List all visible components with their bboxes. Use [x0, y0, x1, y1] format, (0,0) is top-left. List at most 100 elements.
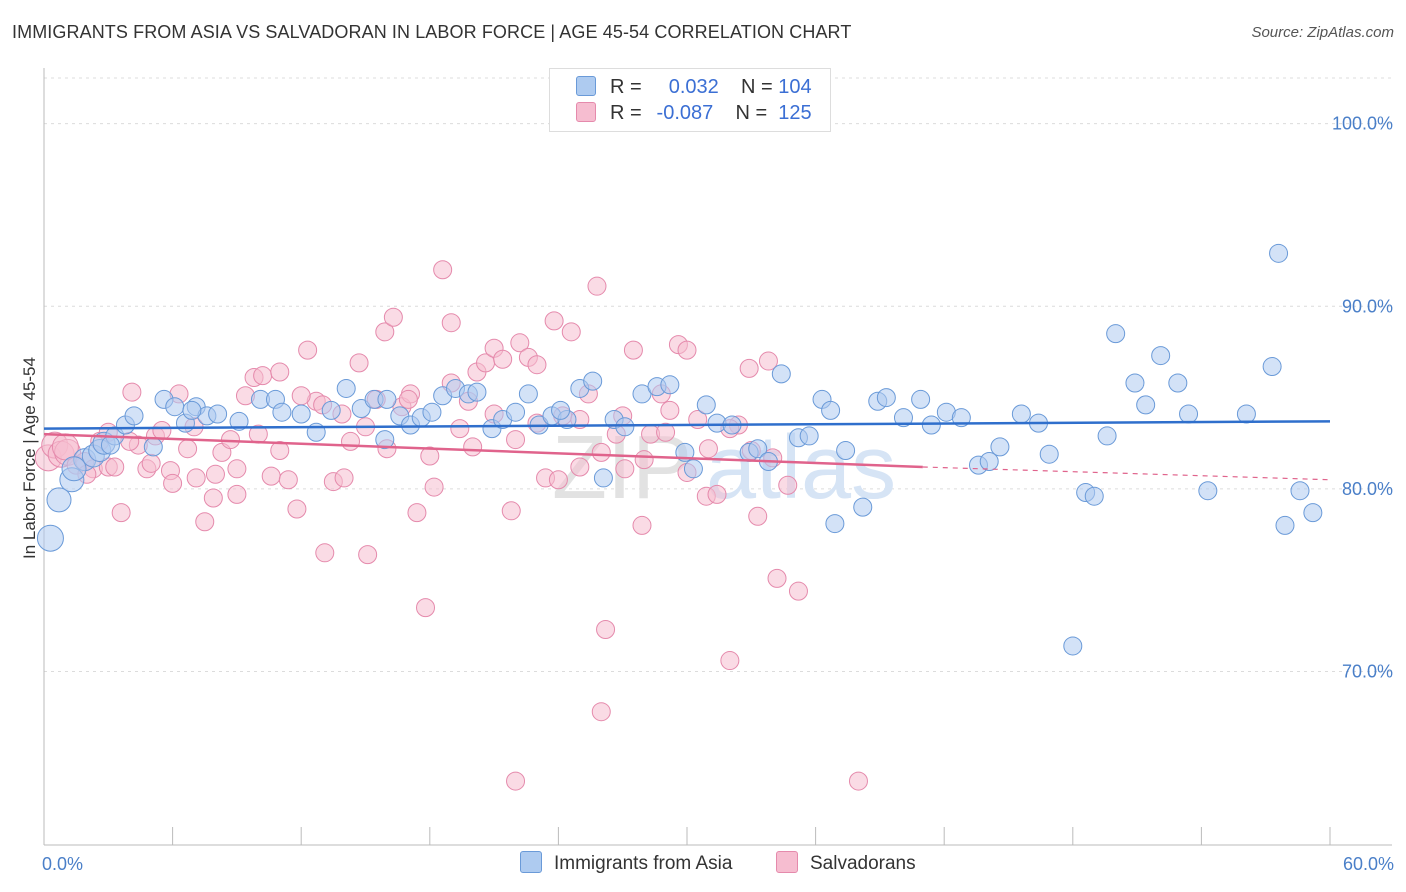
salvadoran-point	[278, 470, 298, 490]
asia-point	[821, 400, 841, 420]
salvadoran-point	[848, 771, 868, 791]
salvadoran-point	[407, 503, 427, 523]
salvadoran-point	[424, 477, 444, 497]
salvadoran-point	[493, 349, 513, 369]
asia-point	[518, 384, 538, 404]
asia-point	[979, 452, 999, 471]
salvadoran-point	[105, 457, 125, 477]
asia-point	[1275, 515, 1295, 535]
salvadoran-point	[398, 389, 418, 409]
salvadoran-point	[122, 382, 142, 402]
salvadoran-point	[205, 464, 225, 484]
salvadoran-point	[152, 420, 172, 440]
legend-r-label-salvadoran: R =	[610, 102, 642, 124]
bottom-legend-swatch-asia	[520, 851, 542, 873]
salvadoran-point	[186, 468, 206, 488]
asia-point	[1179, 404, 1199, 424]
asia-point	[336, 378, 356, 398]
salvadoran-trend-line	[43, 432, 923, 469]
asia-point	[61, 456, 87, 482]
salvadoran-point	[340, 431, 360, 451]
legend-n-label-asia: N =	[741, 76, 773, 98]
asia-point	[100, 435, 120, 455]
asia-point	[683, 459, 703, 479]
asia-point	[748, 439, 768, 459]
salvadoran-point	[358, 545, 378, 565]
y-tick-label-100: 100.0%	[1332, 114, 1393, 134]
salvadoran-point	[111, 503, 131, 523]
salvadoran-point	[544, 311, 564, 331]
asia-point	[422, 402, 442, 422]
legend-row-asia: R = 0.032 N = 104	[576, 76, 812, 100]
bottom-legend-label-asia: Immigrants from Asia	[554, 853, 733, 874]
legend-r-value-asia: 0.032	[668, 76, 719, 98]
asia-point	[1290, 481, 1310, 501]
salvadoran-point	[433, 260, 453, 280]
asia-point	[696, 395, 716, 415]
salvadoran-point	[748, 506, 768, 526]
asia-point	[143, 437, 163, 457]
asia-point	[1262, 357, 1282, 377]
salvadoran-point	[788, 581, 808, 601]
bottom-legend-salvadoran: Salvadorans	[776, 851, 916, 875]
asia-point	[911, 389, 931, 409]
asia-point	[467, 382, 487, 402]
asia-point	[660, 375, 680, 395]
asia-point	[46, 487, 72, 513]
asia-point	[36, 524, 64, 552]
salvadoran-point	[634, 450, 654, 470]
salvadoran-point	[441, 313, 461, 333]
asia-point	[229, 411, 249, 431]
salvadoran-trend-extension	[922, 466, 1331, 481]
salvadoran-point	[720, 651, 740, 671]
legend-n-value-asia: 104	[778, 76, 812, 98]
axes	[43, 68, 1392, 846]
salvadoran-point	[463, 437, 483, 457]
asia-point	[1039, 444, 1059, 464]
asia-point	[377, 389, 397, 409]
salvadoran-point	[315, 543, 335, 563]
legend-swatch-asia	[576, 76, 596, 96]
salvadoran-point	[591, 442, 611, 462]
salvadoran-point	[501, 501, 521, 521]
salvadoran-point	[450, 419, 470, 439]
asia-point	[182, 400, 202, 420]
salvadoran-point	[163, 473, 183, 493]
asia-point	[208, 404, 228, 424]
asia-point	[799, 426, 819, 446]
y-axis-label: In Labor Force | Age 45-54	[20, 357, 39, 559]
salvadoran-point	[420, 446, 440, 466]
asia-point	[321, 400, 341, 420]
salvadoran-point	[767, 568, 787, 588]
salvadoran-point	[270, 362, 290, 382]
bottom-legend-swatch-salvadoran	[776, 851, 798, 873]
salvadoran-point	[587, 276, 607, 296]
asia-point	[1011, 404, 1031, 424]
salvadoran-point	[178, 439, 198, 459]
asia-point	[1106, 324, 1126, 344]
salvadoran-point	[548, 470, 568, 490]
asia-point	[1198, 481, 1218, 501]
salvadoran-point	[253, 366, 273, 386]
salvadoran-point	[375, 322, 395, 342]
asia-point	[375, 430, 395, 450]
asia-point	[593, 468, 613, 488]
salvadoran-point	[416, 598, 436, 618]
salvadoran-point	[561, 322, 581, 342]
y-tick-label-70: 70.0%	[1342, 662, 1393, 682]
salvadoran-point	[623, 340, 643, 360]
salvadoran-point	[227, 484, 247, 504]
salvadoran-point	[291, 386, 311, 406]
legend-n-label-salvadoran: N =	[735, 102, 768, 124]
asia-point	[836, 441, 856, 461]
legend-n-value-salvadoran: 125	[778, 102, 812, 124]
asia-point	[272, 402, 292, 422]
salvadoran-point	[334, 468, 354, 488]
asia-point	[1084, 486, 1104, 506]
asia-point	[1236, 404, 1256, 424]
salvadoran-points	[34, 260, 868, 791]
bottom-legend-label-salvadoran: Salvadorans	[810, 853, 916, 874]
salvadoran-point	[510, 333, 530, 353]
asia-point	[1303, 503, 1323, 523]
asia-point	[853, 497, 873, 517]
